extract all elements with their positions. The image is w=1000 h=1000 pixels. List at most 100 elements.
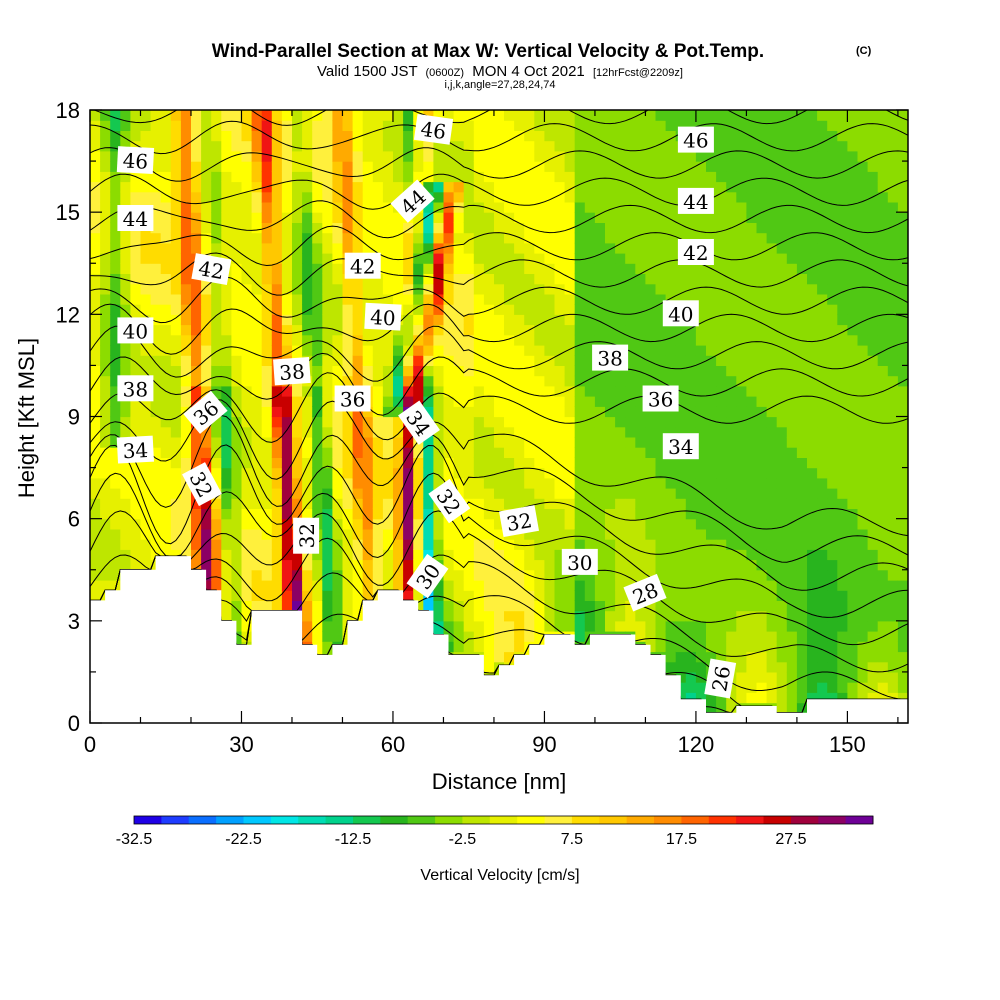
field-cell (817, 130, 828, 142)
field-cell (877, 508, 889, 520)
field-cell (180, 161, 192, 172)
field-cell (110, 580, 121, 591)
field-cell (473, 600, 485, 612)
field-cell (180, 355, 192, 366)
field-cell (332, 600, 344, 612)
contour-label: 44 (117, 205, 154, 231)
field-cell (726, 477, 737, 489)
field-cell (302, 314, 313, 326)
field-cell (766, 314, 778, 326)
field-cell (271, 232, 283, 244)
field-cell (342, 406, 354, 418)
field-cell (453, 539, 465, 550)
field-cell (231, 263, 243, 274)
field-cell (897, 406, 908, 418)
field-cell (615, 365, 626, 377)
field-cell (867, 488, 879, 499)
field-cell (443, 436, 455, 448)
field-cell (807, 508, 818, 520)
field-cell (281, 539, 293, 550)
field-cell (271, 447, 283, 458)
field-cell (716, 130, 727, 142)
field-cell (736, 191, 747, 203)
field-cell (473, 396, 485, 407)
field-cell (786, 253, 798, 264)
field-cell (251, 242, 263, 254)
field-cell (231, 447, 243, 458)
field-cell (847, 406, 859, 418)
field-cell (504, 314, 515, 326)
field-cell (473, 324, 485, 336)
field-cell (847, 191, 859, 203)
field-cell (574, 590, 586, 601)
field-cell (867, 518, 879, 530)
field-cell (584, 498, 596, 509)
field-cell (564, 569, 576, 581)
field-cell (120, 426, 131, 438)
field-cell (130, 242, 142, 254)
field-cell (322, 385, 333, 397)
field-cell (403, 498, 414, 509)
field-cell (827, 345, 838, 356)
field-cell (281, 283, 293, 295)
field-cell (494, 253, 505, 264)
field-cell (837, 273, 848, 285)
field-cell (897, 559, 908, 571)
field-cell (524, 355, 535, 366)
field-cell (514, 426, 525, 438)
field-cell (453, 620, 465, 632)
field-cell (473, 406, 485, 418)
field-cell (726, 283, 737, 295)
field-cell (494, 580, 505, 591)
field-cell (453, 263, 465, 274)
field-cell (191, 365, 202, 377)
field-cell (786, 518, 798, 530)
field-cell (524, 528, 535, 540)
field-cell (382, 161, 394, 172)
field-cell (837, 150, 848, 162)
field-cell (281, 488, 293, 499)
field-cell (665, 426, 677, 438)
field-cell (564, 293, 576, 305)
field-cell (857, 661, 869, 673)
field-cell (494, 355, 505, 366)
field-cell (857, 212, 869, 223)
field-cell (897, 396, 908, 407)
field-cell (332, 120, 344, 131)
field-cell (706, 396, 717, 407)
field-cell (837, 528, 848, 540)
field-cell (584, 365, 596, 377)
field-cell (766, 222, 778, 234)
field-cell (857, 293, 869, 305)
field-cell (685, 334, 697, 346)
field-cell (817, 396, 828, 407)
field-cell (766, 110, 778, 121)
field-cell (544, 130, 556, 142)
field-cell (261, 110, 273, 121)
field-cell (564, 426, 576, 438)
field-cell (554, 569, 566, 581)
field-cell (534, 600, 545, 612)
field-cell (786, 161, 798, 172)
field-cell (847, 426, 859, 438)
field-cell (796, 600, 808, 612)
field-cell (685, 651, 697, 663)
field-cell (443, 191, 455, 203)
field-cell (352, 150, 364, 162)
field-cell (130, 559, 142, 571)
field-cell (342, 518, 354, 530)
field-cell (847, 580, 859, 591)
field-cell (160, 355, 172, 366)
field-cell (887, 222, 899, 234)
field-cell (180, 130, 192, 142)
field-cell (706, 406, 717, 418)
field-cell (726, 140, 737, 152)
field-cell (281, 580, 293, 591)
field-cell (352, 324, 364, 336)
field-cell (382, 283, 394, 295)
field-cell (504, 130, 515, 142)
field-cell (605, 222, 616, 234)
field-cell (655, 201, 667, 213)
field-cell (463, 212, 475, 223)
field-cell (130, 110, 142, 121)
